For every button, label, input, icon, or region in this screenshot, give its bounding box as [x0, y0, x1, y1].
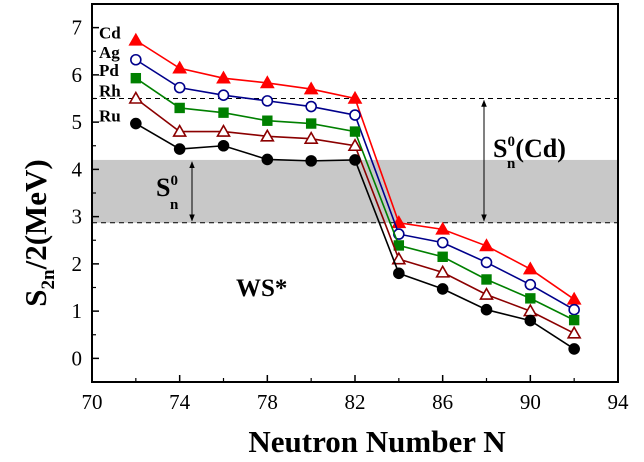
- data-point-rh: [216, 123, 231, 137]
- data-point-cd: [479, 238, 494, 252]
- data-point-ag: [305, 100, 317, 113]
- series-pd: Pd: [99, 61, 580, 326]
- data-point-cd: [347, 90, 363, 104]
- data-point-ru: [261, 153, 274, 166]
- series-rh: Rh: [99, 82, 582, 339]
- data-point-rh: [172, 123, 188, 137]
- data-point-pd: [305, 118, 317, 129]
- y-tick-label: 1: [72, 299, 83, 323]
- data-point-pd: [437, 251, 448, 262]
- series-ru: Ru: [99, 107, 580, 355]
- y-tick-label: 7: [72, 16, 83, 40]
- data-point-rh: [347, 138, 363, 152]
- data-point-ag: [130, 53, 142, 66]
- data-point-cd: [128, 32, 144, 46]
- data-point-ag: [568, 303, 580, 316]
- data-point-ru: [305, 155, 317, 167]
- y-tick-label: 3: [72, 205, 83, 229]
- data-point-rh: [303, 131, 319, 144]
- data-point-cd: [303, 81, 319, 95]
- data-point-ru: [217, 139, 230, 152]
- data-point-ag: [480, 256, 493, 269]
- band-label-sup: 0: [170, 173, 178, 189]
- y-tick-label: 5: [72, 110, 83, 134]
- band-label-main: S: [156, 173, 170, 202]
- cd-gap-label-main: S: [493, 134, 507, 163]
- data-point-pd: [218, 107, 229, 118]
- band-label: S0 n: [156, 173, 179, 213]
- x-axis-title: Neutron Number N: [248, 424, 505, 459]
- data-point-rh: [259, 128, 275, 142]
- series-label-pd: Pd: [99, 61, 119, 80]
- data-point-ag: [524, 278, 537, 291]
- data-point-ru: [349, 154, 361, 166]
- cd-gap-label-sub: n: [507, 156, 516, 172]
- data-point-ru: [393, 267, 405, 280]
- data-point-ru: [436, 283, 449, 295]
- cd-gap-label: S0 n(Cd): [493, 134, 566, 172]
- data-point-ag: [349, 109, 361, 121]
- shaded-band: [92, 159, 618, 223]
- y-axis-title: S2n/2(MeV): [18, 159, 59, 307]
- x-tick-label: 74: [169, 390, 191, 414]
- series-label-ru: Ru: [99, 107, 121, 126]
- data-point-cd: [259, 75, 275, 89]
- data-point-pd: [481, 274, 492, 285]
- y-axis-title-rest: /2(MeV): [18, 159, 53, 270]
- data-point-cd: [172, 60, 188, 74]
- data-point-ru: [480, 303, 493, 316]
- data-point-rh: [566, 325, 582, 339]
- model-label: WS*: [236, 275, 287, 302]
- series-ag: Ag: [99, 43, 580, 316]
- data-point-ag: [436, 236, 449, 249]
- ticks-layer: 70 74 78 82 86 90 94 0 1 2 3 4 5 6 7: [72, 16, 630, 414]
- data-point-cd: [522, 261, 538, 275]
- y-tick-label: 4: [72, 157, 83, 181]
- x-tick-label: 90: [520, 390, 541, 414]
- data-point-ru: [568, 343, 580, 355]
- data-point-ag: [217, 89, 230, 101]
- series-label-cd: Cd: [99, 23, 121, 42]
- data-point-ru: [524, 314, 537, 327]
- y-tick-label: 6: [72, 63, 83, 87]
- series-cd: Cd: [99, 23, 582, 305]
- data-point-pd: [525, 293, 536, 304]
- data-point-pd: [130, 72, 142, 84]
- data-point-pd: [568, 314, 580, 326]
- data-point-ru: [173, 143, 186, 155]
- cd-gap-label-sup: 0: [507, 134, 515, 150]
- x-tick-label: 78: [257, 390, 278, 414]
- data-point-rh: [435, 264, 451, 278]
- annotations-layer: [189, 99, 487, 222]
- data-point-ag: [261, 95, 274, 107]
- data-point-pd: [349, 126, 361, 137]
- data-point-ag: [173, 81, 186, 94]
- data-point-ru: [130, 117, 142, 130]
- x-tick-label: 94: [608, 390, 630, 414]
- y-tick-label: 0: [72, 346, 83, 370]
- y-axis-title-sub: 2n: [38, 269, 59, 290]
- cd-gap-label-rest: (Cd): [515, 134, 566, 163]
- data-point-rh: [391, 251, 407, 265]
- data-point-pd: [174, 102, 185, 114]
- data-point-cd: [566, 291, 582, 305]
- series-label-rh: Rh: [99, 82, 121, 101]
- data-point-cd: [435, 221, 451, 235]
- x-tick-label: 86: [432, 390, 453, 414]
- data-point-rh: [128, 90, 144, 104]
- x-tick-label: 70: [82, 390, 103, 414]
- series-label-ag: Ag: [99, 43, 120, 62]
- data-point-rh: [479, 286, 494, 300]
- data-point-cd: [216, 70, 231, 84]
- y-tick-label: 2: [72, 252, 83, 276]
- data-point-pd: [262, 115, 273, 126]
- data-point-pd: [393, 240, 405, 251]
- x-tick-label: 82: [345, 390, 366, 414]
- band-label-sub: n: [170, 197, 179, 213]
- shaded-band-layer: [92, 159, 618, 223]
- y-axis-title-main: S: [18, 290, 53, 307]
